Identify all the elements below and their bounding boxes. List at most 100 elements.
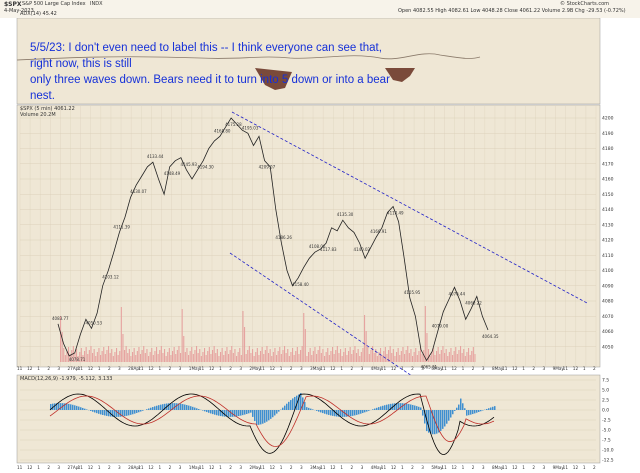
macd-hist-bar [122,410,124,417]
signal-line [49,395,495,447]
macd-hist-bar [164,403,166,410]
x-tick: 27Apr [68,366,81,371]
macd-hist-bar [104,410,106,416]
x-tick: 4May [371,366,383,371]
volume-bar [455,347,457,362]
volume-bar [192,354,194,362]
volume-bar [338,353,340,362]
x-tick-bottom: 9May [553,465,565,470]
macd-hist-bar [232,410,234,417]
macd-hist-bar [432,410,434,435]
volume-bar [429,356,431,362]
volume-bar [469,355,471,362]
price-tick: 4110 [602,253,614,259]
volume-bar [376,356,378,362]
volume-bar [304,329,306,362]
macd-hist-bar [142,410,144,411]
volume-bar [412,356,414,362]
macd-hist-bar [300,393,302,410]
volume-bar [127,353,129,362]
macd-hist-bar [98,410,100,414]
macd-hist-bar [428,410,430,433]
volume-bar [112,356,114,362]
volume-bar [420,347,422,362]
macd-hist-bar [170,403,172,410]
volume-bar [114,352,116,362]
macd-hist-bar [214,410,216,415]
volume-bar [394,356,396,362]
macd-hist-bar [258,410,260,425]
macd-tick: -10.0 [602,448,614,454]
macd-hist-bar [400,403,402,410]
volume-bar [341,356,343,362]
volume-bar [264,350,266,362]
volume-bar [312,351,314,362]
macd-hist-bar [250,410,252,413]
volume-bar [231,346,233,362]
volume-bar [348,351,350,362]
macd-hist-bar [298,394,300,410]
price-label: 4133.44 [147,154,164,159]
volume-bar [272,352,274,362]
macd-hist-bar [456,407,458,410]
volume-bar [416,355,418,362]
x-tick: 2 [108,366,111,371]
volume-bar [292,348,294,362]
x-tick-bottom: 12 [512,465,518,470]
volume-bar [408,353,410,362]
macd-hist-bar [420,407,422,410]
volume-bar [367,347,369,362]
macd-hist-bar [290,400,292,410]
volume-bar [168,348,170,362]
volume-bar [205,355,207,362]
price-axis: 4050 4060 4070 4080 4090 4100 4110 4120 4130 4140… [602,116,614,351]
volume-bar [448,352,450,362]
x-tick: 12 [270,366,276,371]
x-tick: 12 [330,366,336,371]
macd-hist-bar [368,410,370,411]
x-tick-bottom: 3 [179,465,182,470]
x-tick: 3 [179,366,182,371]
price-label: 4209.07 [259,165,276,170]
macd-hist-bar [460,398,462,410]
volume-bar [300,350,302,362]
volume-bar [60,316,62,362]
x-tick: 12 [148,366,154,371]
x-tick-bottom: 3 [300,465,303,470]
x-tick: 3 [482,366,485,371]
price-label: 4117.83 [320,247,337,252]
price-label: 4130.07 [130,189,147,194]
x-tick-bottom: 12 [148,465,154,470]
volume-bar [357,349,359,362]
macd-hist-bar [96,410,98,414]
volume-bar [399,355,401,362]
macd-hist-bar [240,410,242,416]
macd-hist-bar [398,403,400,410]
macd-hist-bar [380,406,382,410]
volume-bar [325,352,327,362]
volume-bar [314,347,316,362]
volume-bar [170,355,172,362]
volume-bar [464,356,466,362]
x-tick-bottom: 1 [340,465,343,470]
adx-fill-1 [255,68,292,90]
macd-hist-bar [360,410,362,414]
volume-bar [167,352,169,362]
volume-bar [82,355,84,362]
volume-bar [162,353,164,362]
price-label: 4140.02 [354,247,371,252]
x-tick: 2 [593,366,596,371]
macd-hist-bar [204,410,206,412]
volume-bar [346,355,348,362]
x-tick: 11 [502,366,508,371]
x-tick: 1 [583,366,586,371]
channel-upper [231,111,588,304]
volume-bar [106,350,108,362]
macd-hist-bar [94,410,96,413]
macd-tick: -2.5 [602,418,611,424]
price-label: 4064.35 [482,334,499,339]
x-tick-bottom: 1 [37,465,40,470]
annotation-line-2: only three waves down. Bears need it to … [30,74,390,102]
x-tick-bottom: 28Apr [128,465,141,470]
macd-hist-bar [376,407,378,410]
